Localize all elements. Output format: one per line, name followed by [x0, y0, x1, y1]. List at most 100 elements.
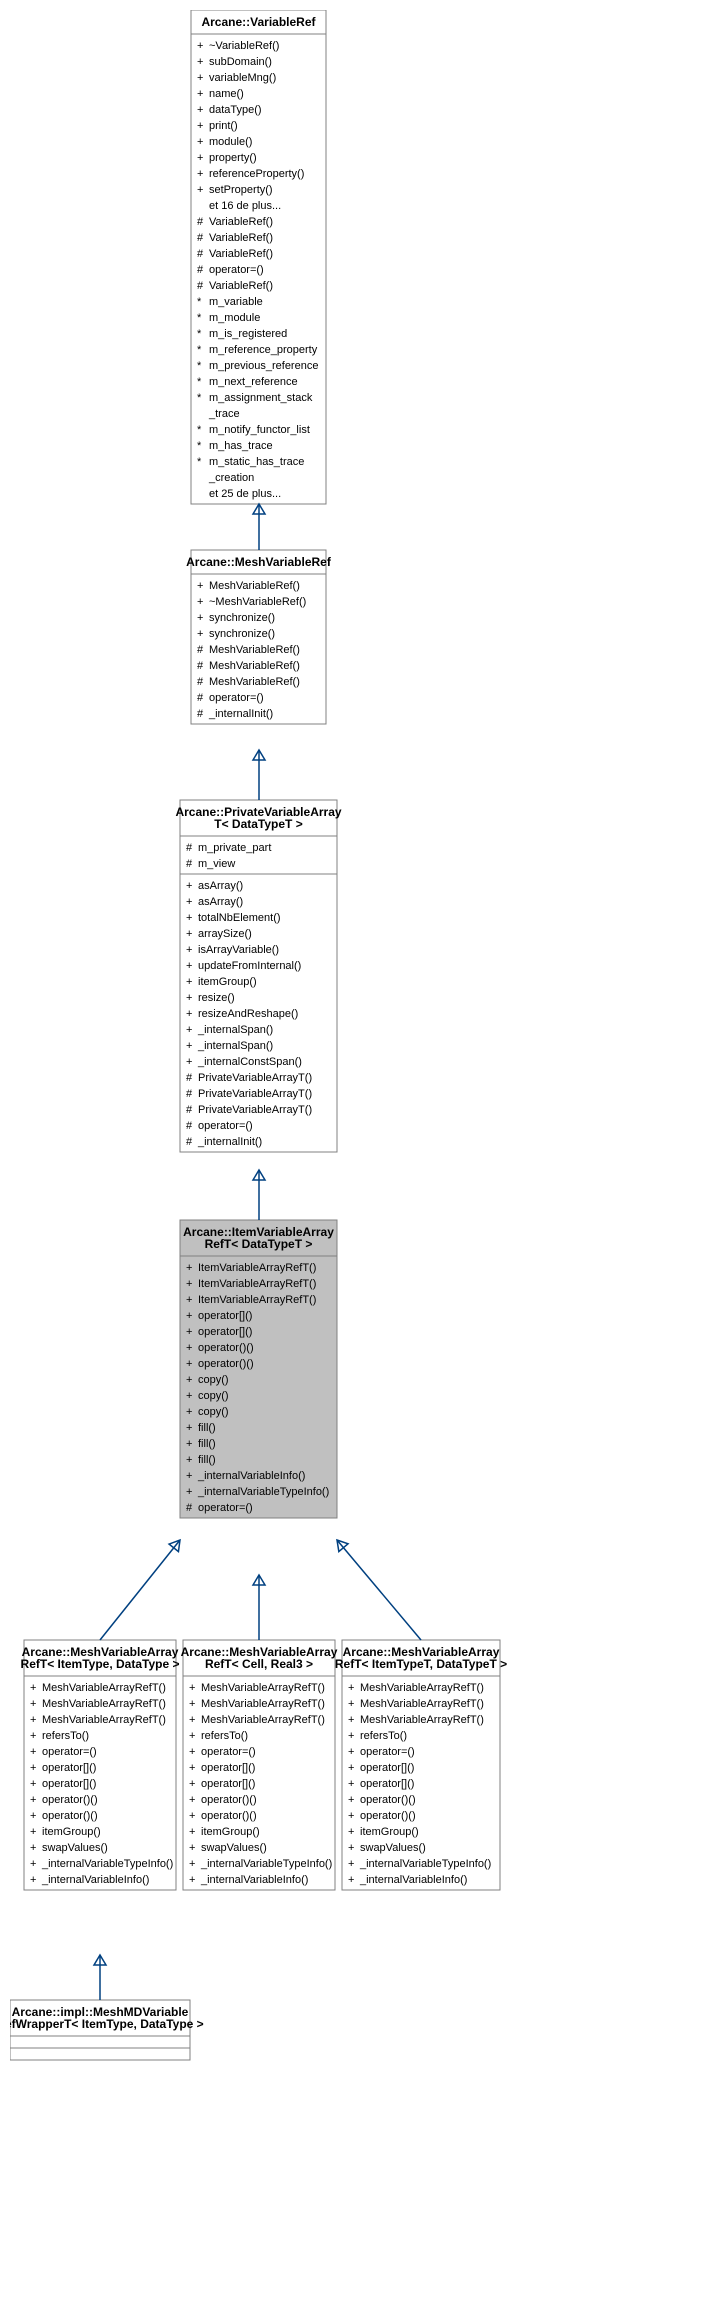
member-vis: +	[186, 1262, 192, 1274]
member-vis: +	[348, 1730, 354, 1742]
member-name: m_notify_functor_list	[209, 424, 310, 436]
member-name: VariableRef()	[209, 216, 273, 228]
member-vis: +	[189, 1794, 195, 1806]
member-name: operator()()	[360, 1794, 416, 1806]
member-vis: +	[348, 1778, 354, 1790]
member-vis: +	[186, 1390, 192, 1402]
member-name: ItemVariableArrayRefT()	[198, 1294, 316, 1306]
member-vis: +	[186, 928, 192, 940]
member-name: m_next_reference	[209, 376, 298, 388]
member-vis: +	[197, 580, 203, 592]
member-name: m_variable	[209, 296, 263, 308]
member-name: VariableRef()	[209, 248, 273, 260]
member-vis: +	[189, 1810, 195, 1822]
attr-vis: #	[186, 858, 193, 870]
member-name: refersTo()	[360, 1730, 407, 1742]
member-name: MeshVariableArrayRefT()	[201, 1682, 325, 1694]
member-vis: +	[186, 976, 192, 988]
member-name: MeshVariableArrayRefT()	[360, 1698, 484, 1710]
member-name: PrivateVariableArrayT()	[198, 1088, 312, 1100]
member-name: itemGroup()	[360, 1826, 419, 1838]
member-name: _internalSpan()	[197, 1024, 273, 1036]
member-name: operator=()	[201, 1746, 256, 1758]
member-vis: *	[197, 296, 202, 308]
member-name: operator()()	[201, 1794, 257, 1806]
member-name: MeshVariableRef()	[209, 660, 300, 672]
member-vis: *	[197, 344, 202, 356]
member-vis: +	[348, 1794, 354, 1806]
member-name: _trace	[208, 408, 240, 420]
member-name: itemGroup()	[201, 1826, 260, 1838]
member-vis: +	[348, 1810, 354, 1822]
member-name: m_module	[209, 312, 260, 324]
member-vis: +	[186, 1374, 192, 1386]
member-vis: +	[348, 1762, 354, 1774]
member-name: operator[]()	[360, 1762, 414, 1774]
member-name: refersTo()	[201, 1730, 248, 1742]
class-mesh-var-array-cell: Arcane::MeshVariableArrayRefT< Cell, Rea…	[181, 1640, 338, 1890]
member-name: ~MeshVariableRef()	[209, 596, 306, 608]
member-name: setProperty()	[209, 184, 273, 196]
member-name: module()	[209, 136, 252, 148]
member-name: m_previous_reference	[209, 360, 318, 372]
member-vis: +	[186, 1294, 192, 1306]
member-name: operator=()	[42, 1746, 97, 1758]
member-name: _internalVariableInfo()	[197, 1470, 305, 1482]
member-vis: +	[186, 896, 192, 908]
member-name: _internalSpan()	[197, 1040, 273, 1052]
member-vis: +	[186, 960, 192, 972]
member-name: fill()	[198, 1438, 216, 1450]
member-name: operator=()	[209, 264, 264, 276]
inheritance-arrow	[253, 504, 265, 550]
member-vis: *	[197, 360, 202, 372]
member-name: synchronize()	[209, 628, 275, 640]
member-vis: *	[197, 328, 202, 340]
member-vis: #	[186, 1502, 193, 1514]
member-vis: +	[348, 1842, 354, 1854]
uml-class-diagram: Arcane::VariableRef+~VariableRef()+subDo…	[10, 10, 713, 2301]
member-vis: +	[186, 1040, 192, 1052]
member-vis: +	[186, 1358, 192, 1370]
member-vis: +	[186, 1342, 192, 1354]
class-private-variable-array: Arcane::PrivateVariableArrayT< DataTypeT…	[175, 800, 341, 1152]
member-name: itemGroup()	[42, 1826, 101, 1838]
member-name: _internalVariableTypeInfo()	[197, 1486, 329, 1498]
member-name: isArrayVariable()	[198, 944, 279, 956]
member-name: _creation	[208, 472, 254, 484]
class-mesh-variable-ref: Arcane::MeshVariableRef+MeshVariableRef(…	[186, 550, 332, 724]
member-name: operator=()	[198, 1120, 253, 1132]
member-vis: #	[197, 248, 204, 260]
member-vis: #	[186, 1136, 193, 1148]
member-vis: +	[197, 184, 203, 196]
member-name: operator()()	[198, 1358, 254, 1370]
member-vis: #	[197, 216, 204, 228]
member-vis: +	[30, 1746, 36, 1758]
member-vis: #	[197, 264, 204, 276]
member-name: fill()	[198, 1454, 216, 1466]
member-name: MeshVariableArrayRefT()	[360, 1682, 484, 1694]
member-name: MeshVariableRef()	[209, 644, 300, 656]
member-vis: +	[30, 1794, 36, 1806]
member-name: ItemVariableArrayRefT()	[198, 1278, 316, 1290]
member-name: copy()	[198, 1390, 229, 1402]
member-name: operator[]()	[42, 1778, 96, 1790]
member-name: MeshVariableArrayRefT()	[201, 1714, 325, 1726]
class-variable-ref: Arcane::VariableRef+~VariableRef()+subDo…	[191, 10, 326, 504]
member-name: _internalInit()	[208, 708, 273, 720]
inheritance-arrow	[253, 750, 265, 800]
member-name: _internalVariableInfo()	[359, 1874, 467, 1886]
member-vis: +	[30, 1874, 36, 1886]
member-vis: #	[197, 644, 204, 656]
member-name: resize()	[198, 992, 235, 1004]
member-name: _internalConstSpan()	[197, 1056, 302, 1068]
member-vis: +	[189, 1778, 195, 1790]
member-vis: +	[197, 136, 203, 148]
inheritance-arrow	[337, 1540, 421, 1640]
member-name: operator[]()	[42, 1762, 96, 1774]
member-name: operator=()	[209, 692, 264, 704]
member-vis: +	[189, 1762, 195, 1774]
member-vis: +	[197, 628, 203, 640]
member-name: arraySize()	[198, 928, 252, 940]
member-vis: +	[197, 596, 203, 608]
class-title: Arcane::VariableRef	[201, 15, 316, 29]
